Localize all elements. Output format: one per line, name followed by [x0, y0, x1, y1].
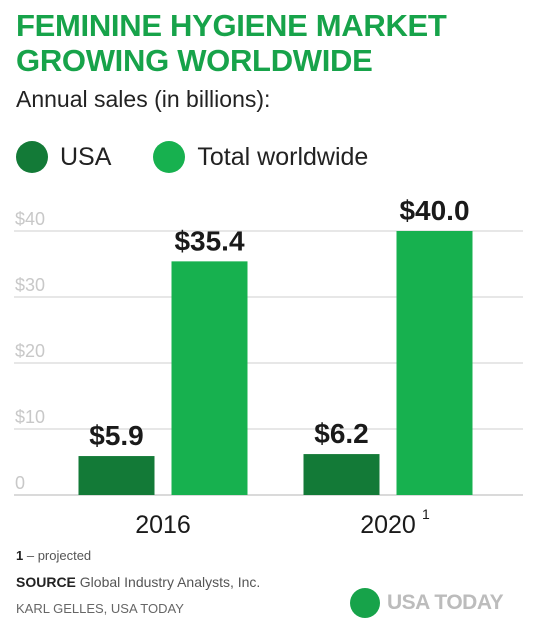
- footnote-text: – projected: [23, 548, 92, 563]
- chart-title-line-2: GROWING WORLDWIDE: [16, 43, 373, 78]
- legend-label-usa: USA: [60, 142, 112, 171]
- legend-swatch-usa: [16, 141, 48, 173]
- legend-item-worldwide: Total worldwide: [153, 141, 368, 173]
- usa-today-logo: USA TODAY: [350, 588, 504, 618]
- bar: [396, 231, 473, 495]
- bar-chart: 0 $10 $20 $30 $40 $5.9 $35.4 2016 $6.2 $40.0 2020 1: [14, 195, 523, 539]
- legend: USA Total worldwide: [16, 141, 410, 173]
- legend-label-worldwide: Total worldwide: [197, 142, 369, 171]
- footnote: 1 – projected: [16, 548, 91, 563]
- source-text: Global Industry Analysts, Inc.: [75, 574, 261, 590]
- data-label: $35.4: [174, 225, 244, 256]
- bar: [303, 454, 380, 495]
- chart-title-line-1: FEMININE HYGIENE MARKET: [16, 8, 447, 43]
- data-label: $6.2: [314, 418, 369, 449]
- green-circle-icon: [350, 588, 380, 618]
- chart-title: FEMININE HYGIENE MARKET GROWING WORLDWID…: [16, 8, 526, 78]
- y-tick-label: $10: [15, 407, 45, 427]
- source-line: SOURCE Global Industry Analysts, Inc.: [16, 574, 260, 590]
- y-tick-label: 0: [15, 473, 25, 493]
- y-tick-label: $20: [15, 341, 45, 361]
- bar: [78, 456, 155, 495]
- x-tick-label: 2016: [135, 511, 191, 539]
- y-tick-label: $40: [15, 209, 45, 229]
- logo-text: USA TODAY: [387, 591, 504, 614]
- chart-subtitle: Annual sales (in billions):: [16, 86, 271, 112]
- data-label: $5.9: [89, 420, 144, 451]
- credit-line: KARL GELLES, USA TODAY: [16, 601, 184, 616]
- x-tick-label: 2020: [360, 511, 416, 539]
- bar: [171, 261, 248, 495]
- source-label: SOURCE: [16, 574, 76, 590]
- legend-swatch-worldwide: [153, 141, 186, 173]
- x-tick-superscript: 1: [422, 506, 430, 522]
- legend-item-usa: USA: [16, 141, 111, 173]
- footnote-marker: 1: [16, 548, 24, 563]
- y-tick-label: $30: [15, 275, 45, 295]
- data-label: $40.0: [399, 195, 469, 226]
